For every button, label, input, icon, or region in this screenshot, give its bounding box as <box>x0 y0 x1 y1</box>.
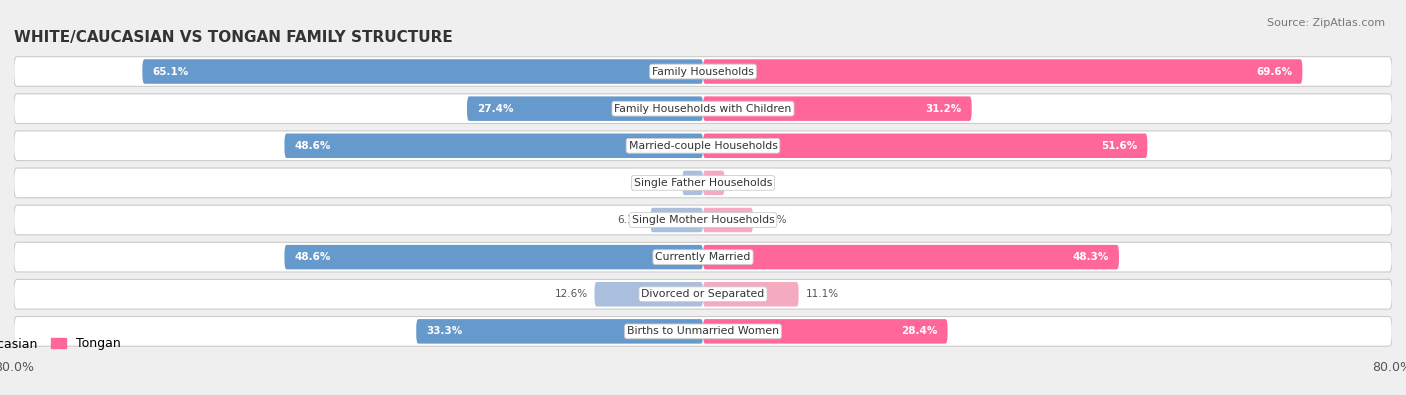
Text: 11.1%: 11.1% <box>806 289 838 299</box>
FancyBboxPatch shape <box>703 245 1119 269</box>
FancyBboxPatch shape <box>14 131 1392 161</box>
Text: 51.6%: 51.6% <box>1101 141 1137 151</box>
FancyBboxPatch shape <box>651 208 703 232</box>
FancyBboxPatch shape <box>284 245 703 269</box>
FancyBboxPatch shape <box>14 94 1392 124</box>
Text: 2.5%: 2.5% <box>731 178 758 188</box>
Text: WHITE/CAUCASIAN VS TONGAN FAMILY STRUCTURE: WHITE/CAUCASIAN VS TONGAN FAMILY STRUCTU… <box>14 30 453 45</box>
Text: Family Households with Children: Family Households with Children <box>614 103 792 114</box>
FancyBboxPatch shape <box>284 134 703 158</box>
Text: Births to Unmarried Women: Births to Unmarried Women <box>627 326 779 337</box>
FancyBboxPatch shape <box>703 96 972 121</box>
FancyBboxPatch shape <box>703 319 948 344</box>
Text: Married-couple Households: Married-couple Households <box>628 141 778 151</box>
Text: 48.6%: 48.6% <box>295 141 332 151</box>
FancyBboxPatch shape <box>14 56 1392 87</box>
FancyBboxPatch shape <box>682 171 703 195</box>
FancyBboxPatch shape <box>416 319 703 344</box>
Text: 48.3%: 48.3% <box>1073 252 1108 262</box>
FancyBboxPatch shape <box>14 279 1392 309</box>
Text: 48.6%: 48.6% <box>295 252 332 262</box>
FancyBboxPatch shape <box>14 242 1392 272</box>
Text: 65.1%: 65.1% <box>153 66 188 77</box>
Text: 28.4%: 28.4% <box>901 326 938 337</box>
Text: 12.6%: 12.6% <box>554 289 588 299</box>
Text: 33.3%: 33.3% <box>426 326 463 337</box>
FancyBboxPatch shape <box>467 96 703 121</box>
FancyBboxPatch shape <box>703 208 754 232</box>
FancyBboxPatch shape <box>14 316 1392 346</box>
FancyBboxPatch shape <box>703 282 799 307</box>
FancyBboxPatch shape <box>703 134 1147 158</box>
FancyBboxPatch shape <box>14 205 1392 235</box>
Text: 31.2%: 31.2% <box>925 103 962 114</box>
Text: Source: ZipAtlas.com: Source: ZipAtlas.com <box>1267 18 1385 28</box>
Text: 6.1%: 6.1% <box>617 215 644 225</box>
Text: 27.4%: 27.4% <box>478 103 513 114</box>
Text: Family Households: Family Households <box>652 66 754 77</box>
FancyBboxPatch shape <box>142 59 703 84</box>
Legend: White/Caucasian, Tongan: White/Caucasian, Tongan <box>0 333 125 356</box>
FancyBboxPatch shape <box>703 171 724 195</box>
Text: 2.4%: 2.4% <box>650 178 675 188</box>
Text: Currently Married: Currently Married <box>655 252 751 262</box>
Text: Divorced or Separated: Divorced or Separated <box>641 289 765 299</box>
FancyBboxPatch shape <box>14 168 1392 198</box>
Text: Single Father Households: Single Father Households <box>634 178 772 188</box>
Text: 69.6%: 69.6% <box>1256 66 1292 77</box>
Text: 5.8%: 5.8% <box>759 215 786 225</box>
FancyBboxPatch shape <box>595 282 703 307</box>
Text: Single Mother Households: Single Mother Households <box>631 215 775 225</box>
FancyBboxPatch shape <box>703 59 1302 84</box>
